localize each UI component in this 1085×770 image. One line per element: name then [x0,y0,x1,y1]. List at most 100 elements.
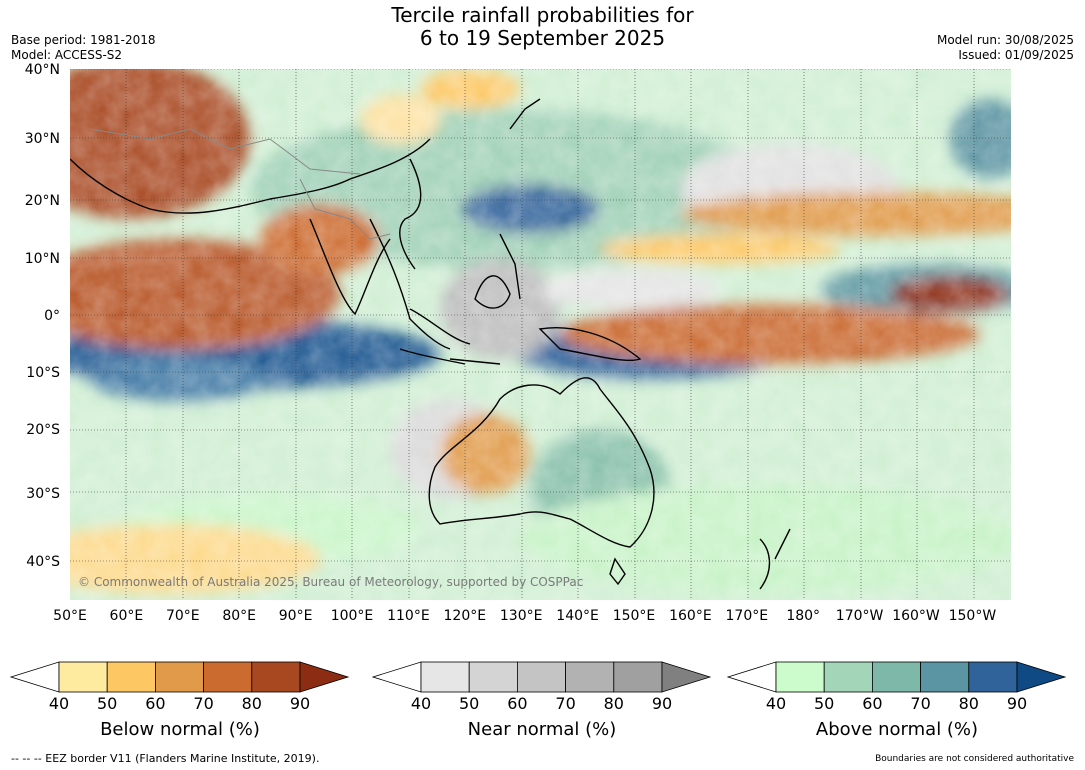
colorbar-tick: 70 [193,694,214,713]
colorbar-swatch [613,661,663,693]
colorbar-tick: 90 [289,694,311,713]
colorbar-swatch [58,661,108,693]
colorbar-swatch [565,661,615,693]
longitude-label: 90°E [278,608,313,624]
colorbar-swatch [106,661,156,693]
coastlines [70,98,791,590]
longitude-label: 80°E [222,608,257,624]
colorbar-swatch [251,661,301,693]
latitude-label: 30°N [24,131,60,147]
texture-overlay [70,69,1011,600]
latitude-label: 20°S [26,422,60,438]
colorbar-tick: 40 [48,694,70,713]
longitude-label: 120°E [443,608,487,624]
meta-right: Model run: 30/08/2025 Issued: 01/09/2025 [937,33,1074,63]
colorbar-swatch [823,661,873,693]
colorbar-swatch [203,661,253,693]
colorbar-tick: 90 [651,694,673,713]
country-borders [89,128,391,240]
colorbar-extend-high [299,661,350,693]
map-title: Tercile rainfall probabilities for 6 to … [0,4,1085,50]
colorbar-swatch [775,661,825,693]
colorbar-tick: 60 [145,694,166,713]
longitude-label: 150°W [948,608,997,624]
colorbar-tick: 60 [507,694,528,713]
colorbar [10,661,350,693]
longitude-label: 160°E [669,608,712,624]
colorbar-swatch [420,661,470,693]
tasmania-coastline [609,557,626,586]
india-coastline [309,218,391,316]
colorbar-tick: 60 [862,694,883,713]
latitude-label: 10°S [26,365,60,381]
colorbar-tick: 70 [555,694,576,713]
colorbar-tick: 80 [241,694,262,713]
longitude-label: 110°E [387,608,430,624]
philippines-coastline [499,233,521,300]
title-line-1: Tercile rainfall probabilities for [391,3,694,27]
latitude-label: 30°S [26,486,60,502]
longitude-label: 170°W [835,608,884,624]
colorbar [372,661,712,693]
model-name: Model: ACCESS-S2 [11,48,123,62]
latitude-label: 40°N [24,62,60,78]
colorbar-tick: 80 [603,694,624,713]
map-credit: © Commonwealth of Australia 2025, Bureau… [78,575,584,589]
longitude-label: 50°E [53,608,87,624]
colorbar-tick: 90 [1006,694,1028,713]
colorbar-swatch [154,661,204,693]
colorbar-label: Near normal (%) [467,719,617,740]
colorbar-tick: 50 [814,694,835,713]
longitude-label: 140°E [556,608,599,624]
longitude-label: 100°E [330,608,374,624]
colorbar-extend-low [372,661,422,693]
rainfall-map [70,69,1011,600]
issued-date: Issued: 01/09/2025 [958,48,1074,62]
borneo-coastline [474,275,511,309]
asia-coastline [70,138,431,214]
new-zealand-coastline [759,528,791,590]
longitude-label: 150°E [612,608,656,624]
southeast-asia-coastline [369,218,451,350]
longitude-label: 160°W [892,608,940,624]
longitude-label: 170°E [725,608,769,624]
colorbar-tick: 80 [958,694,979,713]
japan-coastline [509,98,541,130]
colorbar-swatch [871,661,921,693]
longitude-label: 130°E [499,608,543,624]
latitude-label: 20°N [24,193,60,209]
title-line-2: 6 to 19 September 2025 [419,26,666,50]
latitude-label: 0° [44,308,60,324]
colorbar-extend-high [661,661,712,693]
australia-coastline [428,377,655,548]
colorbar-tick: 50 [97,694,118,713]
colorbar-tick: 40 [410,694,432,713]
china-coastline [399,158,422,270]
longitude-label: 180° [786,608,821,624]
colorbar-tick: 40 [765,694,787,713]
eez-note: -- -- -- EEZ border V11 (Flanders Marine… [11,752,320,765]
colorbar-swatch [516,661,566,693]
colorbar-swatch [920,661,970,693]
gridlines [70,69,1011,600]
colorbar-extend-low [727,661,777,693]
latitude-label: 40°S [26,554,60,570]
colorbar-tick: 70 [910,694,931,713]
colorbar-swatch [468,661,518,693]
boundaries-note: Boundaries are not considered authoritat… [875,754,1074,764]
latitude-label: 10°N [24,251,60,267]
colorbar-tick: 50 [459,694,480,713]
longitude-label: 60°E [109,608,144,624]
new-guinea-coastline [538,327,642,362]
colorbar [727,661,1067,693]
colorbar-extend-high [1016,661,1067,693]
colorbar-extend-low [10,661,60,693]
meta-left: Base period: 1981-2018 Model: ACCESS-S2 [11,33,156,63]
colorbar-label: Below normal (%) [100,719,260,740]
colorbar-swatch [968,661,1018,693]
model-run: Model run: 30/08/2025 [936,33,1074,47]
longitude-label: 70°E [165,608,200,624]
indonesia-coastline [399,308,501,365]
base-period: Base period: 1981-2018 [11,33,156,47]
colorbar-label: Above normal (%) [815,719,979,740]
